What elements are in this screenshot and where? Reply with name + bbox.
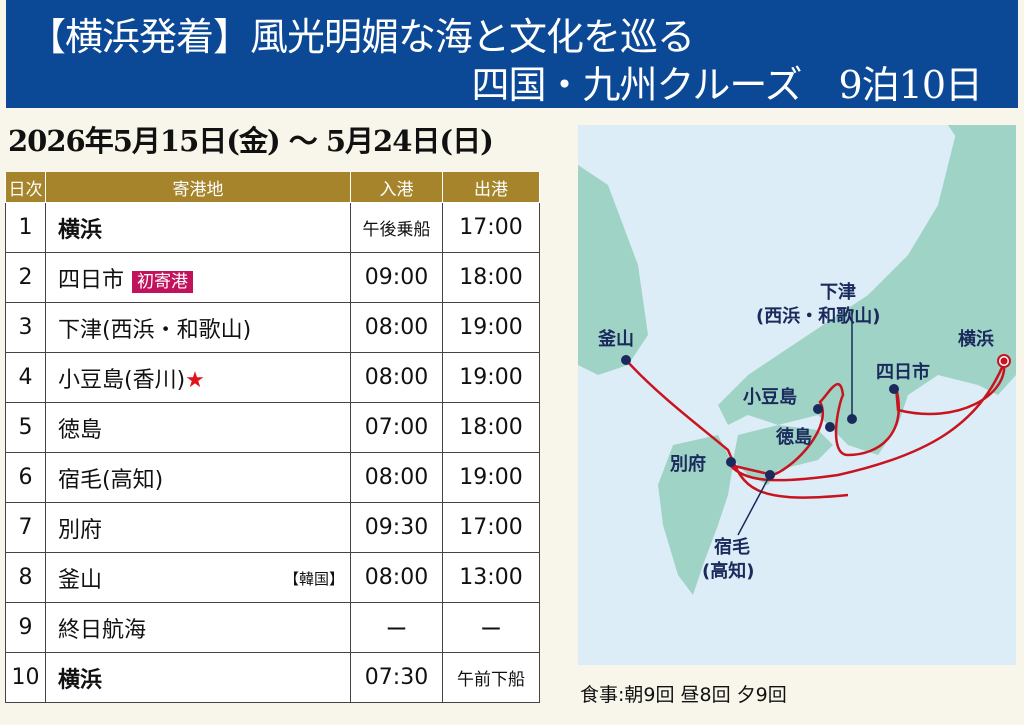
table-row: 7 別府 09:30 17:00 bbox=[5, 502, 540, 553]
port-name: 横浜 bbox=[58, 667, 103, 693]
port-name: 横浜 bbox=[58, 217, 103, 243]
depart-cell: 19:00 bbox=[442, 352, 540, 403]
route-map: 釜山 下津 (西浜・和歌山) 横浜 四日市 小豆島 徳島 別府 宿毛 (高知) bbox=[578, 125, 1016, 665]
arrive-cell: 午後乗船 bbox=[350, 202, 443, 253]
table-row: 10 横浜 07:30 午前下船 bbox=[5, 652, 540, 703]
table-row: 9 終日航海 ー ー bbox=[5, 602, 540, 653]
port-cell: 宿毛(高知) bbox=[45, 452, 351, 503]
port-name: 下津(西浜・和歌山) bbox=[58, 317, 252, 343]
itinerary-table: 日次 寄港地 入港 出港 1 横浜 午後乗船 17:00 2 四日市 初寄港 09:… bbox=[5, 172, 540, 703]
depart-cell: 18:00 bbox=[442, 402, 540, 453]
country-note: 【韓国】 bbox=[283, 570, 344, 588]
arrive-cell: ー bbox=[350, 602, 443, 653]
port-cell: 四日市 初寄港 bbox=[45, 252, 351, 303]
title-line1: 【横浜発着】風光明媚な海と文化を巡る bbox=[28, 15, 695, 59]
table-row: 2 四日市 初寄港 09:00 18:00 bbox=[5, 252, 540, 303]
table-row: 6 宿毛(高知) 08:00 19:00 bbox=[5, 452, 540, 503]
port-name: 宿毛(高知) bbox=[58, 467, 164, 493]
arrive-cell: 08:00 bbox=[350, 552, 443, 603]
label-beppu: 別府 bbox=[670, 453, 706, 475]
day-cell: 5 bbox=[5, 402, 46, 453]
port-cell: 横浜 bbox=[45, 652, 351, 703]
table-row: 5 徳島 07:00 18:00 bbox=[5, 402, 540, 453]
depart-cell: 17:00 bbox=[442, 202, 540, 253]
title-line2: 四国・九州クルーズ 9泊10日 bbox=[471, 63, 983, 107]
port-name: 終日航海 bbox=[58, 617, 147, 643]
day-cell: 4 bbox=[5, 352, 46, 403]
arrive-cell: 08:00 bbox=[350, 302, 443, 353]
depart-cell: 午前下船 bbox=[442, 652, 540, 703]
port-name: 徳島 bbox=[58, 417, 103, 443]
port-cell: 小豆島(香川)★ bbox=[45, 352, 351, 403]
depart-cell: ー bbox=[442, 602, 540, 653]
korea-land bbox=[578, 165, 648, 375]
honshu-land bbox=[718, 125, 1016, 455]
col-depart: 出港 bbox=[442, 172, 540, 203]
label-shodoshima: 小豆島 bbox=[743, 386, 797, 408]
table-row: 4 小豆島(香川)★ 08:00 19:00 bbox=[5, 352, 540, 403]
depart-cell: 19:00 bbox=[442, 452, 540, 503]
label-shimotsu: 下津 bbox=[820, 281, 856, 303]
label-yokkaichi: 四日市 bbox=[876, 361, 930, 383]
port-dots bbox=[621, 355, 899, 480]
day-cell: 6 bbox=[5, 452, 46, 503]
arrive-cell: 08:00 bbox=[350, 452, 443, 503]
arrive-cell: 09:00 bbox=[350, 252, 443, 303]
col-day: 日次 bbox=[5, 172, 46, 203]
label-sukumo: 宿毛 bbox=[714, 536, 750, 558]
arrive-cell: 09:30 bbox=[350, 502, 443, 553]
day-cell: 1 bbox=[5, 202, 46, 253]
first-call-badge: 初寄港 bbox=[132, 270, 194, 293]
depart-cell: 18:00 bbox=[442, 252, 540, 303]
label-busan: 釜山 bbox=[597, 328, 634, 350]
port-name: 別府 bbox=[58, 517, 103, 543]
port-name: 四日市 bbox=[58, 267, 125, 293]
port-cell: 横浜 bbox=[45, 202, 351, 253]
table-row: 8 釜山 【韓国】 08:00 13:00 bbox=[5, 552, 540, 603]
label-sukumo-sub: (高知) bbox=[702, 560, 754, 582]
kyushu-land bbox=[658, 435, 733, 595]
depart-cell: 13:00 bbox=[442, 552, 540, 603]
arrive-cell: 07:00 bbox=[350, 402, 443, 453]
arrive-cell: 07:30 bbox=[350, 652, 443, 703]
day-cell: 9 bbox=[5, 602, 46, 653]
depart-cell: 19:00 bbox=[442, 302, 540, 353]
day-cell: 2 bbox=[5, 252, 46, 303]
meal-info: 食事:朝9回 昼8回 夕9回 bbox=[580, 684, 787, 706]
port-cell: 釜山 【韓国】 bbox=[45, 552, 351, 603]
col-port: 寄港地 bbox=[45, 172, 351, 203]
land bbox=[578, 125, 1016, 595]
arrive-cell: 08:00 bbox=[350, 352, 443, 403]
port-name: 釜山 bbox=[58, 567, 103, 593]
col-arrive: 入港 bbox=[350, 172, 443, 203]
table-row: 1 横浜 午後乗船 17:00 bbox=[5, 202, 540, 253]
day-cell: 10 bbox=[5, 652, 46, 703]
day-cell: 8 bbox=[5, 552, 46, 603]
label-yokohama: 横浜 bbox=[958, 328, 994, 350]
label-tokushima: 徳島 bbox=[775, 426, 812, 448]
port-cell: 徳島 bbox=[45, 402, 351, 453]
label-shimotsu-sub: (西浜・和歌山) bbox=[756, 305, 880, 327]
port-cell: 終日航海 bbox=[45, 602, 351, 653]
port-cell: 下津(西浜・和歌山) bbox=[45, 302, 351, 353]
title-banner: 【横浜発着】風光明媚な海と文化を巡る 四国・九州クルーズ 9泊10日 bbox=[6, 0, 1018, 108]
day-cell: 3 bbox=[5, 302, 46, 353]
port-cell: 別府 bbox=[45, 502, 351, 553]
table-row: 3 下津(西浜・和歌山) 08:00 19:00 bbox=[5, 302, 540, 353]
shikoku-land bbox=[733, 425, 833, 485]
depart-cell: 17:00 bbox=[442, 502, 540, 553]
port-name: 小豆島(香川) bbox=[58, 367, 186, 393]
day-cell: 7 bbox=[5, 502, 46, 553]
star-icon: ★ bbox=[185, 367, 205, 393]
date-range: 2026年5月15日(金) ～ 5月24日(日) bbox=[8, 124, 494, 158]
